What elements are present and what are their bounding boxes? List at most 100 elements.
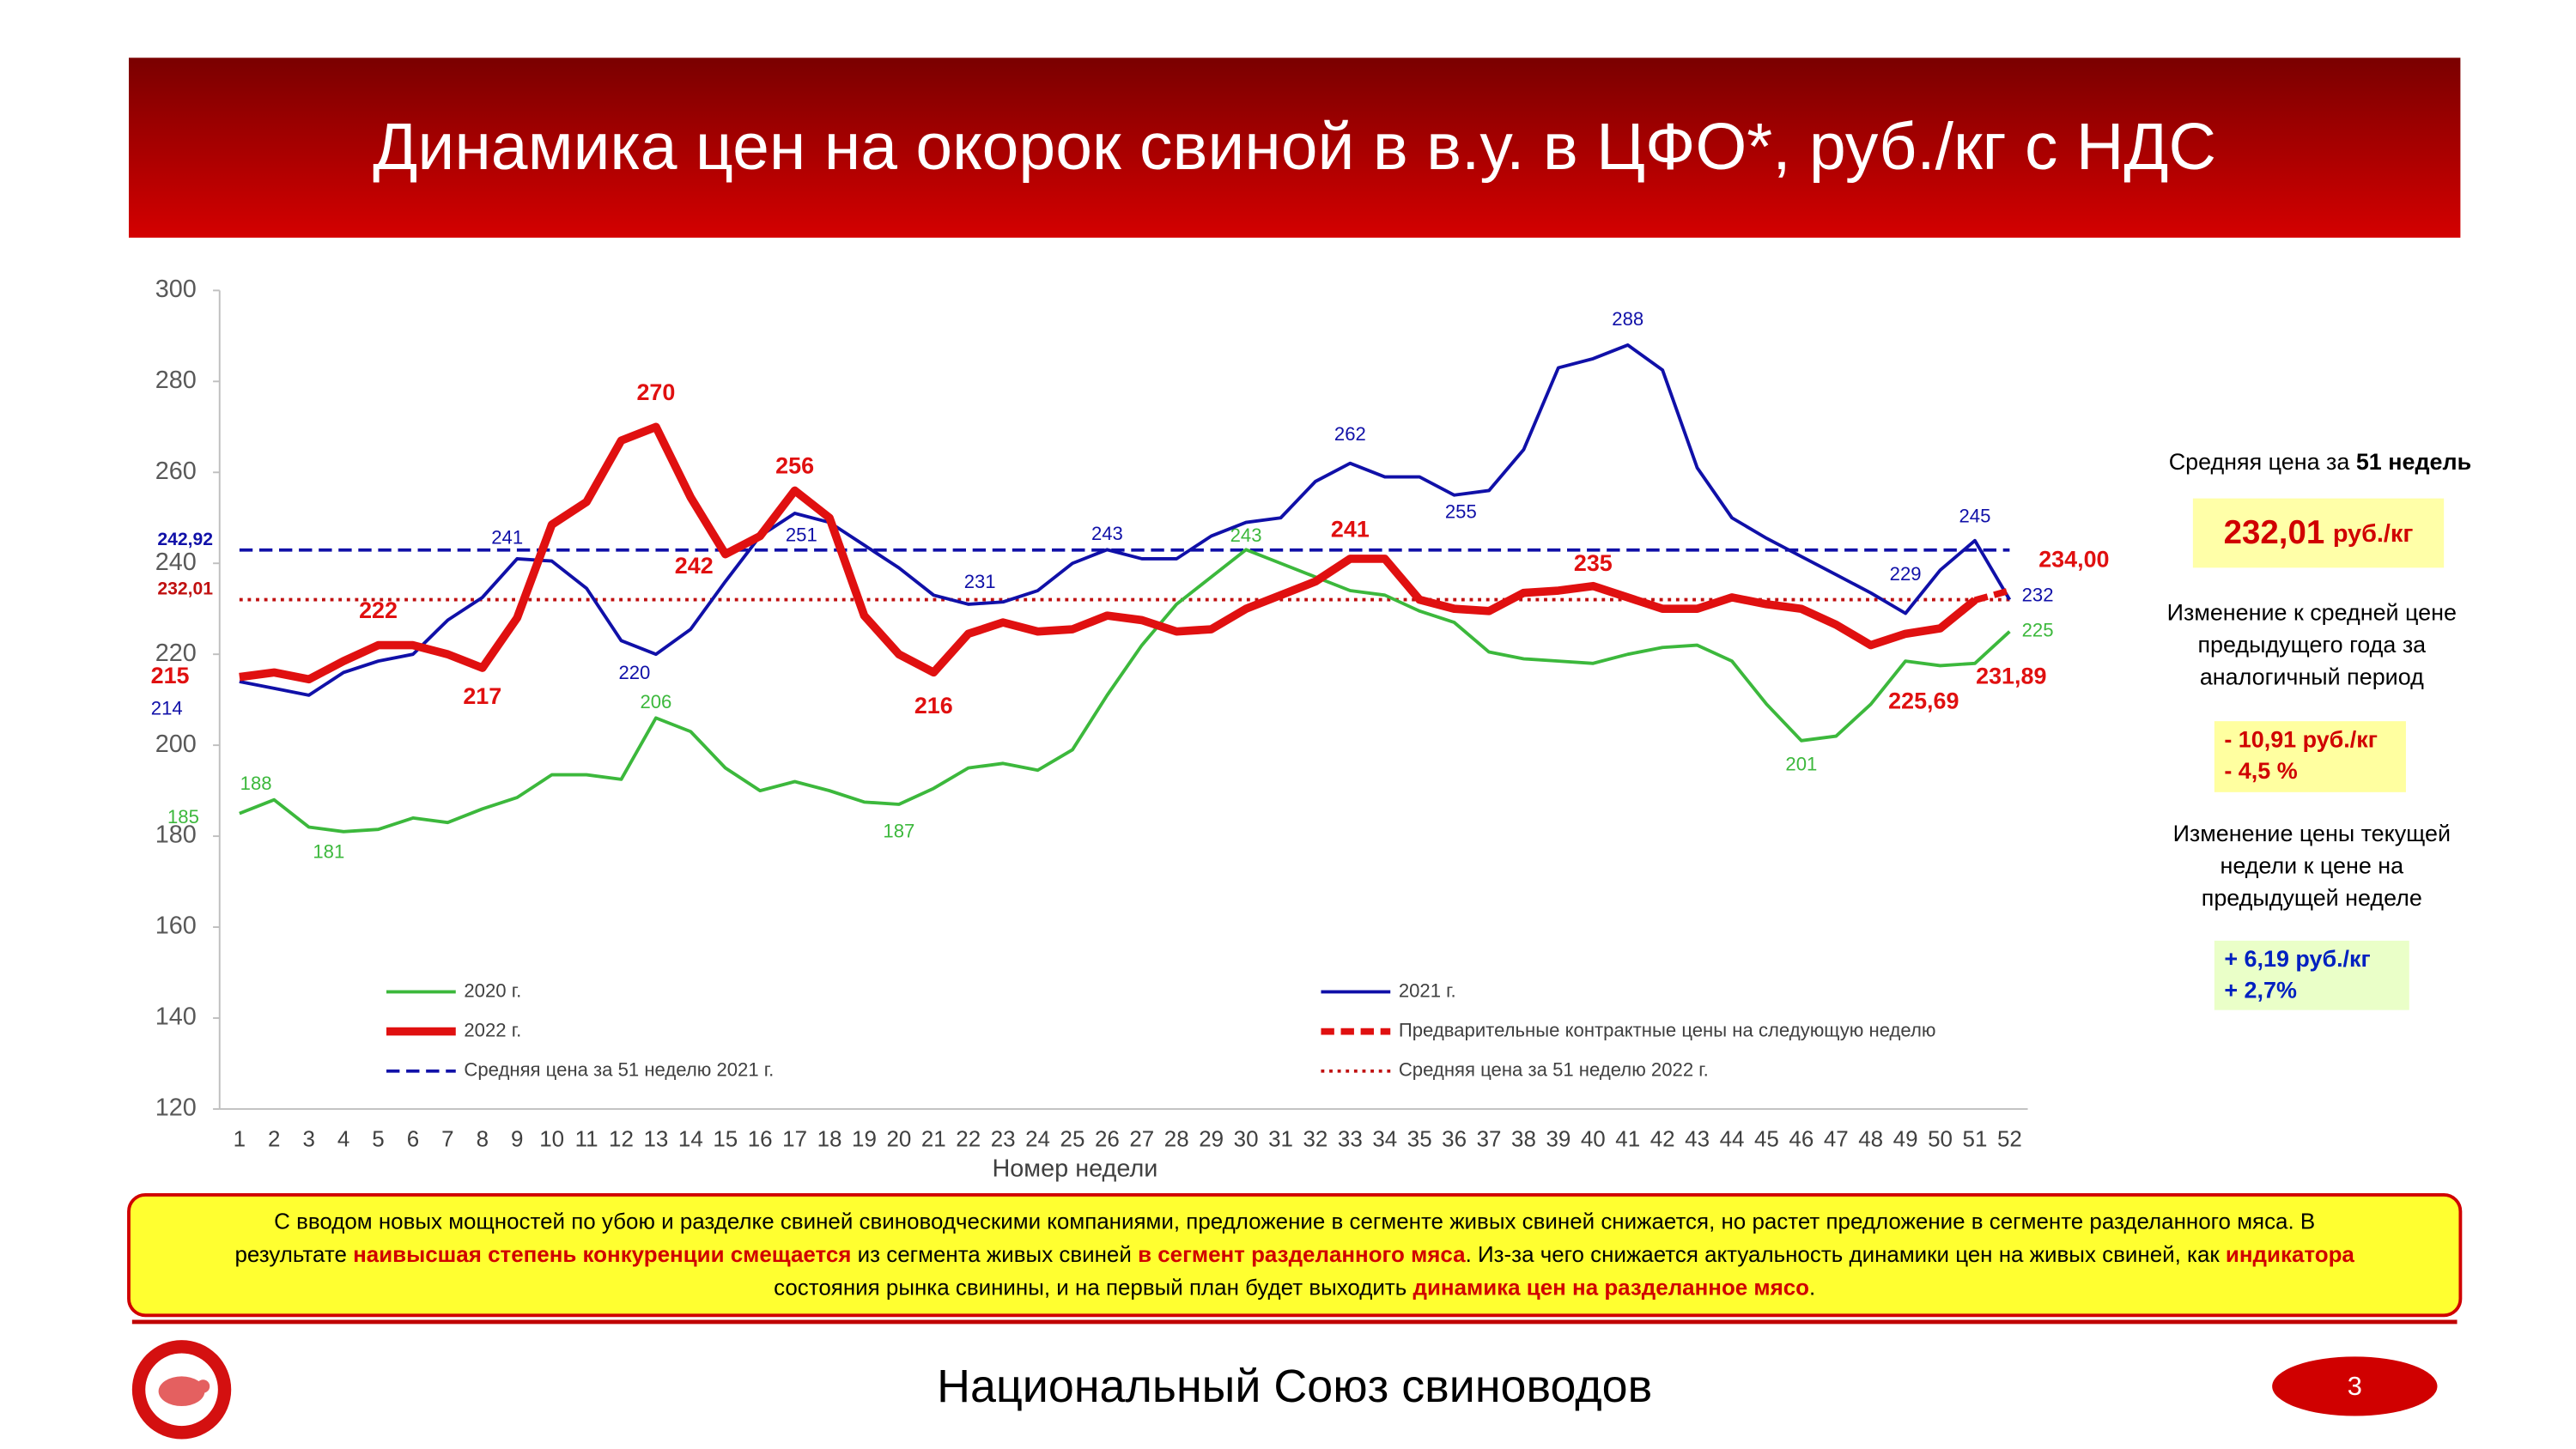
avg-box [2192,498,2445,568]
data-label: 181 [313,841,344,863]
x-tick-label: 16 [748,1127,773,1151]
reference-label: 232,01 [157,579,213,599]
title-banner [129,58,2461,238]
week-change-label: Изменение цены текущей [2173,821,2451,846]
page-badge [2272,1356,2438,1416]
x-tick-label: 6 [407,1127,419,1151]
note-highlight: динамика цен на разделанное мясо [1413,1276,1810,1300]
y-tick-label: 200 [155,731,197,758]
organization: Национальный Союз свиноводов [937,1361,1652,1412]
y-tick-label: 240 [155,549,197,576]
x-tick-label: 44 [1720,1127,1745,1151]
data-label: 270 [636,379,675,405]
note-line: результате наивысшая степень конкуренции… [235,1243,2355,1267]
data-label: 262 [1334,423,1366,445]
y-tick-label: 120 [155,1094,197,1122]
x-tick-label: 47 [1824,1127,1849,1151]
legend-label: 2020 г. [464,979,521,1001]
x-tick-label: 13 [643,1127,668,1151]
note-box [127,1193,2463,1318]
year-change-box [2214,721,2406,792]
week-change-value: + 6,19 руб./кг [2224,946,2370,972]
legend-label: 2022 г. [464,1019,521,1040]
data-label: 229 [1890,563,1922,585]
x-tick-label: 2 [268,1127,280,1151]
data-label: 243 [1091,523,1123,544]
x-tick-label: 35 [1407,1127,1432,1151]
avg-value: 232,01 руб./кг [2224,514,2414,551]
side-panel [2192,498,2445,1010]
x-tick-label: 45 [1754,1127,1779,1151]
note-text: . Из-за чего снижается актуальность дина… [1466,1243,2226,1267]
data-label: 251 [786,524,817,546]
x-tick-label: 1 [234,1127,246,1151]
note-text: состояния рынка свинины, и на первый пла… [774,1276,1413,1300]
x-tick-label: 27 [1129,1127,1154,1151]
series-line [1973,587,2011,603]
legend-label: Средняя цена за 51 неделю 2022 г. [1399,1059,1709,1081]
x-tick-label: 11 [575,1127,598,1151]
x-tick-label: 8 [477,1127,489,1151]
series-line [239,548,2011,834]
x-tick-label: 39 [1546,1127,1571,1151]
avg-number: 232,01 [2224,514,2325,551]
x-tick-label: 25 [1060,1127,1085,1151]
x-tick-label: 19 [852,1127,877,1151]
x-axis-title: Номер недели [992,1155,1157,1183]
x-tick-label: 32 [1303,1127,1328,1151]
y-tick-label: 300 [155,276,197,303]
note-line: состояния рынка свинины, и на первый пла… [774,1276,1815,1300]
x-tick-label: 5 [372,1127,384,1151]
logo [131,1340,232,1440]
data-label: 222 [359,597,398,623]
year-change-value: - 10,91 руб./кг [2224,726,2378,752]
data-label: 216 [914,693,953,718]
x-tick-label: 51 [1963,1127,1988,1151]
data-label: 215 [151,663,190,688]
data-label: 188 [240,773,272,794]
x-tick-label: 17 [782,1127,807,1151]
week-change-value: + 2,7% [2224,978,2297,1003]
x-tick-label: 43 [1685,1127,1710,1151]
y-tick-label: 280 [155,367,197,394]
week-change-label: недели к цене на [2220,852,2403,878]
y-tick-label: 180 [155,822,197,849]
data-label: 241 [491,527,523,549]
legend-label: Средняя цена за 51 неделю 2021 г. [464,1059,774,1081]
x-tick-label: 22 [956,1127,981,1151]
week-change-label: предыдущей неделе [2202,885,2422,911]
series-line [239,343,2012,697]
data-label: 225,69 [1888,688,1959,714]
data-label: 214 [151,698,183,719]
data-label: 255 [1445,501,1477,523]
avg-label-part: 51 недель [2356,449,2471,475]
note-text: . [1809,1276,1815,1300]
x-tick-label: 33 [1338,1127,1363,1151]
data-label: 231 [964,571,996,592]
x-tick-label: 42 [1650,1127,1675,1151]
x-tick-label: 36 [1442,1127,1467,1151]
y-tick-label: 260 [155,458,197,485]
x-tick-label: 21 [921,1127,946,1151]
x-tick-label: 15 [713,1127,738,1151]
x-tick-label: 40 [1581,1127,1606,1151]
data-label: 187 [883,821,914,842]
x-tick-label: 31 [1268,1127,1293,1151]
data-label: 225 [2022,620,2054,641]
x-tick-label: 4 [337,1127,349,1151]
x-tick-label: 3 [302,1127,314,1151]
x-tick-label: 10 [539,1127,564,1151]
data-label: 220 [618,662,650,683]
data-label: 245 [1959,506,1991,527]
note-highlight: в сегмент разделанного мяса [1138,1243,1466,1267]
legend-label: 2021 г. [1399,979,1456,1001]
year-change-label: аналогичный период [2200,664,2424,689]
y-tick-label: 140 [155,1003,197,1031]
note-line: С вводом новых мощностей по убою и разде… [274,1210,2315,1234]
x-tick-label: 30 [1234,1127,1259,1151]
x-tick-label: 26 [1095,1127,1120,1151]
x-tick-label: 23 [991,1127,1016,1151]
avg-label-part: Средняя цена за [2169,449,2356,475]
x-tick-label: 20 [886,1127,911,1151]
x-tick-label: 34 [1372,1127,1397,1151]
